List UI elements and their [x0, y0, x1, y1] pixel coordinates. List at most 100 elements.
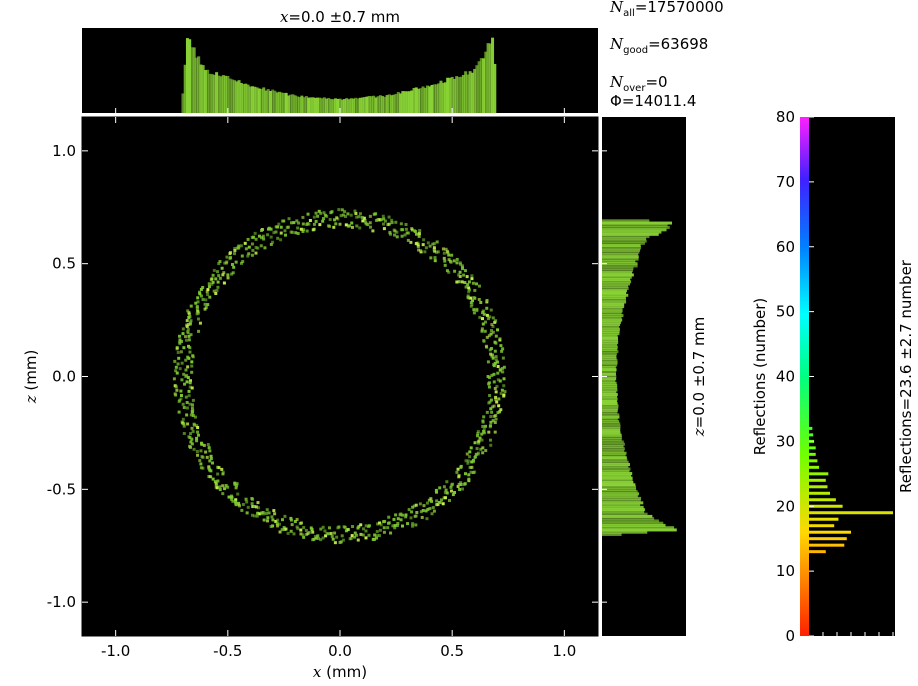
right-hist-bar: [602, 442, 625, 446]
right-hist-bar: [602, 413, 620, 417]
ring-pixel: [221, 484, 225, 488]
ring-pixel: [182, 422, 186, 426]
top-hist-bar: [251, 86, 255, 113]
ring-pixel: [317, 209, 321, 213]
top-hist-bar: [201, 65, 205, 113]
ring-pixel: [244, 247, 248, 251]
ring-pixel: [368, 225, 372, 229]
y-tick-label: -0.5: [47, 480, 76, 498]
ring-pixel: [329, 531, 333, 535]
main-plot-area: [81, 116, 599, 637]
ring-pixel: [206, 288, 210, 292]
ring-pixel: [463, 472, 467, 476]
ring-pixel: [292, 221, 296, 225]
top-hist-bar: [233, 80, 237, 113]
ring-pixel: [341, 213, 345, 217]
ring-pixel: [485, 313, 489, 317]
ring-pixel: [208, 459, 212, 463]
top-hist-bar: [253, 86, 257, 113]
ring-pixel: [198, 321, 202, 325]
right-hist-bar: [602, 359, 618, 363]
ring-pixel: [324, 534, 328, 538]
ring-pixel: [496, 411, 500, 415]
ring-pixel: [272, 509, 276, 513]
ring-pixel: [350, 221, 354, 225]
ring-pixel: [175, 347, 179, 351]
ring-pixel: [307, 530, 311, 534]
ring-pixel: [197, 290, 201, 294]
ring-pixel: [490, 410, 494, 414]
ring-pixel: [264, 511, 268, 515]
ring-pixel: [480, 329, 484, 333]
ring-pixel: [497, 397, 501, 401]
ring-pixel: [488, 400, 492, 404]
ring-pixel: [232, 265, 236, 269]
ring-pixel: [417, 248, 421, 252]
ring-pixel: [497, 404, 501, 408]
right-hist-bar: [602, 300, 627, 304]
ring-pixel: [189, 413, 193, 417]
ring-pixel: [353, 209, 357, 213]
ring-pixel: [187, 356, 191, 360]
ring-pixel: [450, 482, 454, 486]
top-hist-bar: [392, 94, 396, 113]
ring-pixel: [478, 315, 482, 319]
ring-pixel: [207, 282, 211, 286]
ring-pixel: [484, 424, 488, 428]
right-hist-bar: [602, 296, 626, 300]
ring-pixel: [201, 285, 205, 289]
ring-pixel: [399, 222, 403, 226]
right-hist-title: z=0.0 ±0.7 mm: [690, 317, 708, 438]
ring-pixel: [206, 303, 210, 307]
ring-pixel: [457, 474, 461, 478]
ring-pixel: [239, 244, 243, 248]
right-hist-bar: [602, 345, 618, 349]
ring-pixel: [257, 234, 261, 238]
ring-pixel: [312, 222, 316, 226]
ring-pixel: [470, 465, 474, 469]
ring-pixel: [491, 356, 495, 360]
ring-pixel: [493, 361, 497, 365]
right-hist-bar: [602, 472, 633, 476]
ring-pixel: [190, 426, 194, 430]
ring-pixel: [234, 486, 238, 490]
ring-pixel: [195, 306, 199, 310]
ring-pixel: [394, 513, 398, 517]
ring-pixel: [231, 499, 235, 503]
ring-pixel: [347, 528, 351, 532]
ring-pixel: [302, 228, 306, 232]
ring-pixel: [199, 294, 203, 298]
ring-pixel: [404, 515, 408, 519]
top-hist-bar: [443, 82, 447, 113]
right-hist-bar: [602, 512, 648, 516]
ring-pixel: [179, 350, 183, 354]
ring-pixel: [321, 217, 325, 221]
top-hist-bar: [484, 51, 488, 113]
ring-pixel: [212, 289, 216, 293]
ring-pixel: [190, 437, 194, 441]
ring-pixel: [467, 286, 471, 290]
reflection-hist-bar: [809, 426, 813, 430]
phi-stat: Φ=14011.4: [610, 92, 697, 110]
top-hist-bar: [268, 90, 272, 113]
ring-pixel: [428, 507, 432, 511]
ring-pixel: [188, 402, 192, 406]
ring-pixel: [490, 323, 494, 327]
ring-pixel: [199, 462, 203, 466]
ring-pixel: [221, 470, 225, 474]
ring-pixel: [410, 510, 414, 514]
top-hist-bar: [280, 92, 284, 113]
ring-pixel: [470, 460, 474, 464]
top-hist-bar: [185, 38, 189, 113]
ring-pixel: [283, 233, 287, 237]
ring-pixel: [269, 235, 273, 239]
ring-pixel: [355, 224, 359, 228]
ring-pixel: [494, 414, 498, 418]
ring-pixel: [372, 212, 376, 216]
reflection-hist-bar: [809, 504, 843, 508]
top-hist-bar: [452, 78, 456, 113]
ring-pixel: [183, 335, 187, 339]
ring-pixel: [466, 294, 470, 298]
ring-pixel: [253, 231, 257, 235]
right-hist-bar: [602, 307, 623, 311]
